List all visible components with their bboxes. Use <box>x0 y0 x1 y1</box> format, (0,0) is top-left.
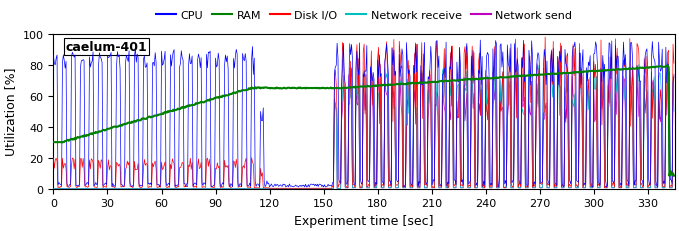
Legend: CPU, RAM, Disk I/O, Network receive, Network send: CPU, RAM, Disk I/O, Network receive, Net… <box>151 6 576 25</box>
X-axis label: Experiment time [sec]: Experiment time [sec] <box>295 214 434 227</box>
Text: caelum-401: caelum-401 <box>66 41 147 54</box>
Y-axis label: Utilization [%]: Utilization [%] <box>4 68 17 156</box>
